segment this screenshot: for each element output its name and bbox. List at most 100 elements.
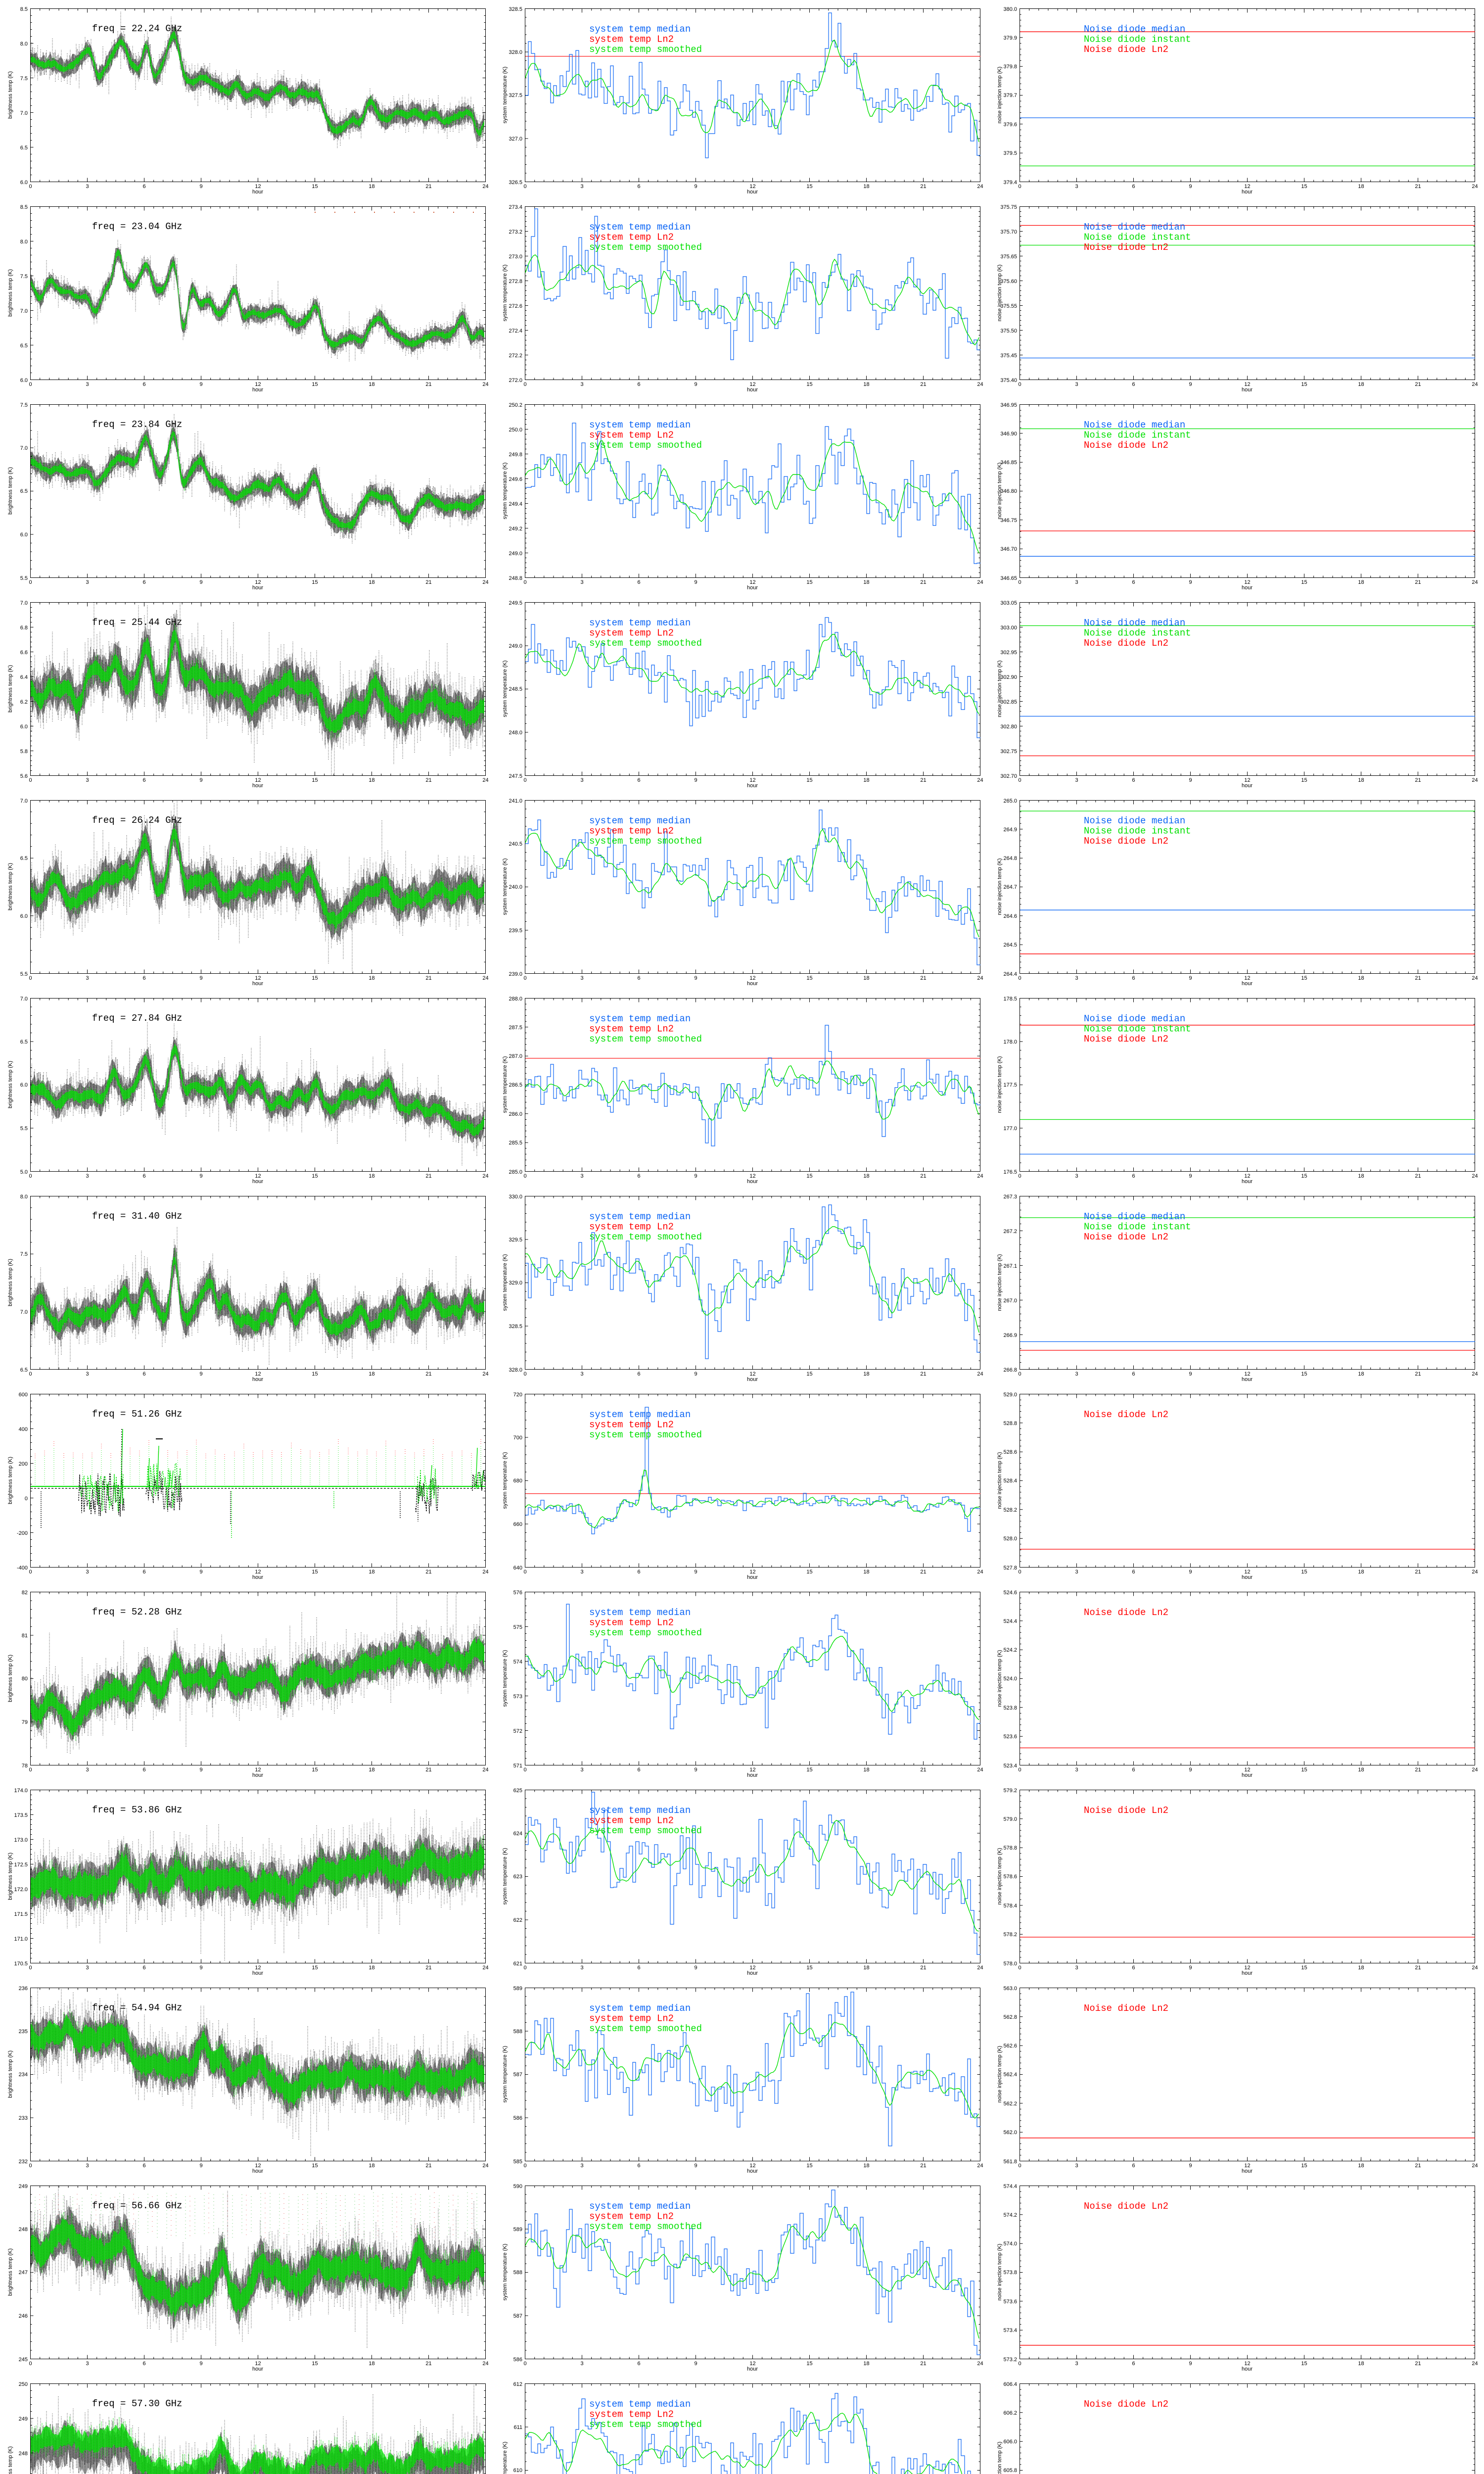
svg-text:623: 623: [513, 1874, 522, 1880]
svg-text:576: 576: [513, 1590, 522, 1596]
svg-text:587: 587: [513, 2072, 522, 2078]
svg-text:79: 79: [22, 1719, 28, 1725]
svg-text:264.9: 264.9: [1003, 827, 1017, 833]
svg-text:266.9: 266.9: [1003, 1332, 1017, 1338]
svg-text:freq = 25.44 GHz: freq = 25.44 GHz: [92, 617, 182, 628]
svg-text:249.6: 249.6: [509, 476, 522, 482]
svg-text:579.2: 579.2: [1003, 1788, 1017, 1794]
svg-text:233: 233: [19, 2115, 28, 2121]
svg-text:586: 586: [513, 2357, 522, 2363]
svg-text:375.45: 375.45: [1000, 353, 1017, 359]
svg-text:174.0: 174.0: [14, 1788, 28, 1794]
svg-text:273.2: 273.2: [509, 229, 522, 235]
svg-text:7.0: 7.0: [20, 445, 28, 451]
svg-text:287.0: 287.0: [509, 1053, 522, 1059]
svg-text:302.75: 302.75: [1000, 749, 1017, 755]
svg-text:6.5: 6.5: [20, 856, 28, 861]
svg-text:246: 246: [19, 2313, 28, 2319]
svg-text:624: 624: [513, 1831, 522, 1837]
svg-text:528.0: 528.0: [1003, 1536, 1017, 1542]
svg-text:5.5: 5.5: [20, 575, 28, 581]
svg-text:375.55: 375.55: [1000, 303, 1017, 309]
svg-text:524.0: 524.0: [1003, 1676, 1017, 1682]
svg-text:6.0: 6.0: [20, 724, 28, 730]
svg-text:327.0: 327.0: [509, 136, 522, 142]
svg-text:248.5: 248.5: [509, 686, 522, 692]
svg-text:303.00: 303.00: [1000, 625, 1017, 631]
svg-text:524.6: 524.6: [1003, 1590, 1017, 1596]
svg-text:78: 78: [22, 1763, 28, 1769]
svg-text:freq = 57.30 GHz: freq = 57.30 GHz: [92, 2398, 182, 2409]
svg-text:574: 574: [513, 1659, 522, 1665]
svg-text:605.8: 605.8: [1003, 2468, 1017, 2474]
svg-text:6.0: 6.0: [20, 180, 28, 186]
svg-text:640: 640: [513, 1565, 522, 1571]
svg-text:248.8: 248.8: [509, 575, 522, 581]
svg-text:freq = 53.86 GHz: freq = 53.86 GHz: [92, 1805, 182, 1815]
svg-text:freq = 26.24 GHz: freq = 26.24 GHz: [92, 815, 182, 826]
svg-text:375.70: 375.70: [1000, 229, 1017, 235]
svg-text:6.5: 6.5: [20, 1039, 28, 1045]
svg-text:328.0: 328.0: [509, 49, 522, 55]
svg-text:622: 622: [513, 1917, 522, 1923]
svg-text:589: 589: [513, 2227, 522, 2233]
svg-text:264.4: 264.4: [1003, 971, 1017, 977]
svg-text:287.5: 287.5: [509, 1025, 522, 1031]
svg-text:200: 200: [19, 1461, 28, 1467]
svg-text:273.0: 273.0: [509, 254, 522, 260]
svg-text:285.5: 285.5: [509, 1140, 522, 1146]
svg-text:7.0: 7.0: [20, 1309, 28, 1315]
svg-text:528.2: 528.2: [1003, 1507, 1017, 1513]
svg-text:freq = 54.94 GHz: freq = 54.94 GHz: [92, 2002, 182, 2013]
svg-text:573.2: 573.2: [1003, 2357, 1017, 2363]
svg-text:562.6: 562.6: [1003, 2043, 1017, 2049]
svg-text:249: 249: [19, 2184, 28, 2189]
svg-text:660: 660: [513, 1522, 522, 1527]
svg-text:250.0: 250.0: [509, 427, 522, 433]
svg-text:578.4: 578.4: [1003, 1903, 1017, 1909]
svg-text:527.8: 527.8: [1003, 1565, 1017, 1571]
svg-text:272.8: 272.8: [509, 279, 522, 285]
svg-text:267.0: 267.0: [1003, 1298, 1017, 1304]
svg-text:-200: -200: [17, 1530, 28, 1536]
svg-text:249.5: 249.5: [509, 600, 522, 606]
svg-text:249.4: 249.4: [509, 501, 522, 507]
svg-text:6.0: 6.0: [20, 532, 28, 538]
svg-text:7.5: 7.5: [20, 402, 28, 408]
svg-text:562.2: 562.2: [1003, 2101, 1017, 2107]
svg-text:freq = 31.40 GHz: freq = 31.40 GHz: [92, 1211, 182, 1222]
svg-text:6.5: 6.5: [20, 343, 28, 349]
svg-text:302.95: 302.95: [1000, 650, 1017, 656]
svg-text:177.5: 177.5: [1003, 1082, 1017, 1088]
svg-text:587: 587: [513, 2313, 522, 2319]
svg-text:346.75: 346.75: [1000, 518, 1017, 523]
svg-text:328.5: 328.5: [509, 6, 522, 12]
svg-text:5.8: 5.8: [20, 749, 28, 755]
svg-text:273.4: 273.4: [509, 204, 522, 210]
svg-text:574.4: 574.4: [1003, 2184, 1017, 2189]
svg-text:248: 248: [19, 2227, 28, 2233]
svg-text:240.0: 240.0: [509, 884, 522, 890]
svg-text:8.0: 8.0: [20, 41, 28, 47]
svg-text:6.8: 6.8: [20, 625, 28, 631]
svg-text:80: 80: [22, 1676, 28, 1682]
svg-text:380.0: 380.0: [1003, 6, 1017, 12]
svg-text:267.2: 267.2: [1003, 1229, 1017, 1235]
svg-text:588: 588: [513, 2270, 522, 2276]
svg-text:585: 585: [513, 2159, 522, 2165]
svg-text:346.95: 346.95: [1000, 402, 1017, 408]
svg-text:6.6: 6.6: [20, 650, 28, 656]
svg-text:302.80: 302.80: [1000, 724, 1017, 730]
svg-text:freq = 27.84 GHz: freq = 27.84 GHz: [92, 1013, 182, 1024]
svg-text:-400: -400: [17, 1565, 28, 1571]
svg-text:579.0: 579.0: [1003, 1816, 1017, 1822]
svg-text:freq = 23.84 GHz: freq = 23.84 GHz: [92, 419, 182, 430]
svg-text:375.50: 375.50: [1000, 328, 1017, 334]
svg-text:523.6: 523.6: [1003, 1734, 1017, 1740]
svg-text:6.0: 6.0: [20, 1082, 28, 1088]
svg-text:249: 249: [19, 2416, 28, 2422]
svg-text:272.0: 272.0: [509, 378, 522, 383]
svg-text:5.6: 5.6: [20, 773, 28, 779]
svg-text:249.0: 249.0: [509, 551, 522, 557]
svg-text:328.5: 328.5: [509, 1324, 522, 1330]
